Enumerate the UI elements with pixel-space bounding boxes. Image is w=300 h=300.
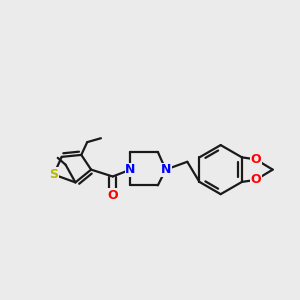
Text: S: S [49, 168, 58, 181]
Text: O: O [107, 189, 118, 202]
Text: N: N [125, 163, 136, 176]
Text: N: N [160, 163, 171, 176]
Text: O: O [250, 153, 261, 166]
Text: O: O [250, 173, 261, 186]
